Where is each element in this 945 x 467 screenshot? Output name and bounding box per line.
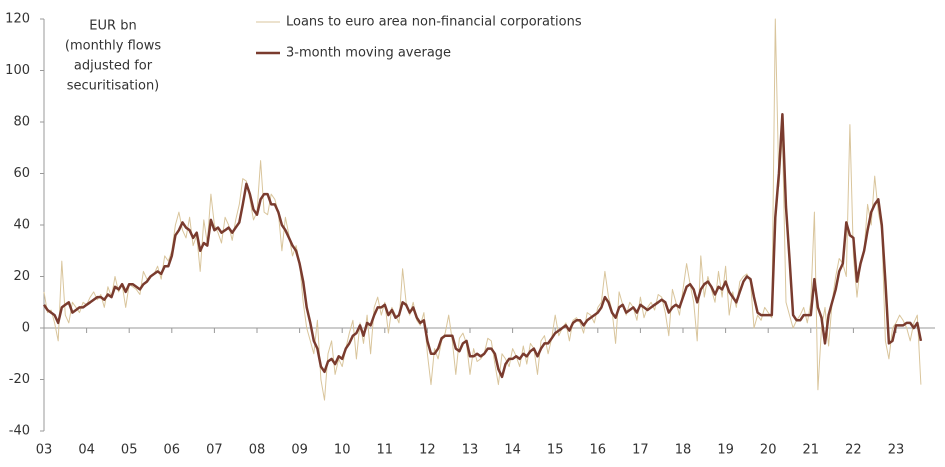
- y-tick-label: -20: [9, 372, 30, 387]
- x-tick-label: 23: [888, 443, 905, 458]
- y-tick-label: 60: [13, 166, 30, 181]
- legend-label: Loans to euro area non-financial corpora…: [286, 15, 582, 30]
- x-tick-label: 21: [803, 443, 820, 458]
- y-tick-label: 40: [13, 218, 30, 233]
- x-tick-label: 14: [504, 443, 521, 458]
- annotation: EUR bn: [89, 19, 136, 34]
- x-tick-label: 11: [377, 443, 394, 458]
- legend-label: 3-month moving average: [286, 46, 451, 61]
- x-tick-label: 15: [547, 443, 564, 458]
- y-tick-label: 20: [13, 269, 30, 284]
- series-line: [42, 113, 923, 379]
- x-tick-label: 09: [291, 443, 308, 458]
- x-tick-label: 16: [590, 443, 607, 458]
- x-tick-label: 13: [462, 443, 479, 458]
- x-tick-label: 10: [334, 443, 351, 458]
- x-tick-label: 22: [845, 443, 862, 458]
- x-tick-label: 08: [249, 443, 266, 458]
- y-tick-label: 80: [13, 115, 30, 130]
- x-tick-label: 18: [675, 443, 692, 458]
- x-tick-label: 20: [760, 443, 777, 458]
- annotation: adjusted for: [74, 59, 153, 74]
- x-tick-label: 17: [632, 443, 649, 458]
- x-tick-label: 05: [121, 443, 138, 458]
- x-tick-label: 19: [717, 443, 734, 458]
- x-tick-label: 04: [78, 443, 95, 458]
- y-tick-label: 0: [22, 321, 30, 336]
- x-tick-label: 03: [36, 443, 53, 458]
- annotation: (monthly flows: [65, 39, 161, 54]
- x-tick-label: 06: [164, 443, 181, 458]
- y-tick-label: 120: [5, 12, 30, 27]
- y-tick-label: -40: [9, 424, 30, 439]
- annotation: securitisation): [67, 79, 160, 94]
- y-tick-label: 100: [5, 63, 30, 78]
- x-tick-label: 12: [419, 443, 436, 458]
- x-tick-label: 07: [206, 443, 223, 458]
- series-line: [43, 18, 922, 401]
